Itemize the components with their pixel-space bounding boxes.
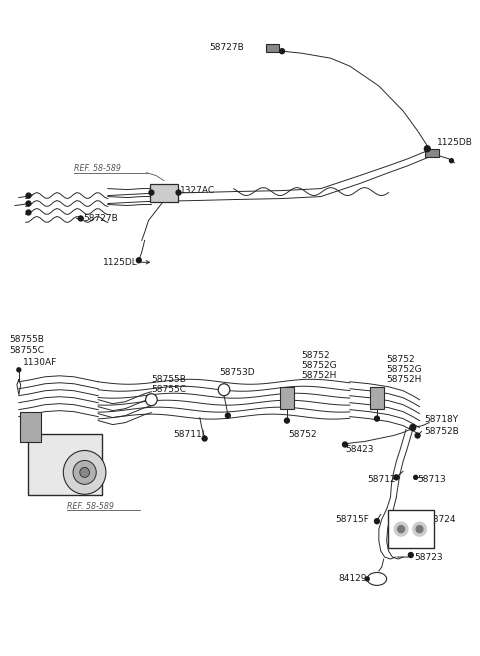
- Circle shape: [26, 201, 31, 206]
- Bar: [425, 149, 439, 157]
- Text: 1125DB: 1125DB: [437, 138, 473, 148]
- Bar: [387, 510, 434, 548]
- Circle shape: [394, 475, 399, 480]
- Text: 1130AF: 1130AF: [23, 358, 57, 367]
- Bar: [370, 387, 384, 409]
- Circle shape: [343, 442, 348, 447]
- Circle shape: [78, 216, 83, 221]
- Circle shape: [424, 146, 430, 152]
- Circle shape: [410, 424, 416, 430]
- Circle shape: [17, 368, 21, 372]
- Text: 58752B: 58752B: [424, 427, 459, 436]
- Text: 58755C: 58755C: [151, 385, 186, 394]
- Text: 58752: 58752: [386, 356, 415, 364]
- Text: 58713: 58713: [418, 475, 446, 484]
- Circle shape: [218, 384, 230, 396]
- Text: 58752: 58752: [288, 430, 316, 439]
- Circle shape: [414, 476, 418, 480]
- Text: 58727B: 58727B: [209, 43, 244, 52]
- Text: 58727B: 58727B: [84, 214, 119, 223]
- Text: 58753D: 58753D: [219, 368, 255, 377]
- Circle shape: [280, 49, 285, 54]
- Circle shape: [395, 522, 408, 536]
- Circle shape: [226, 413, 230, 418]
- Circle shape: [26, 210, 31, 215]
- Circle shape: [73, 461, 96, 484]
- Text: 58752G: 58752G: [386, 365, 422, 375]
- Circle shape: [416, 525, 423, 533]
- Circle shape: [374, 519, 379, 523]
- Text: 58718Y: 58718Y: [424, 415, 458, 424]
- Text: 58752: 58752: [301, 352, 330, 360]
- Circle shape: [413, 522, 426, 536]
- Text: 58755B: 58755B: [9, 335, 44, 344]
- Text: 58715F: 58715F: [336, 515, 369, 523]
- Circle shape: [374, 416, 379, 421]
- Bar: [265, 44, 279, 52]
- Circle shape: [450, 159, 454, 163]
- Ellipse shape: [367, 573, 386, 585]
- Circle shape: [80, 468, 89, 478]
- Text: 1125DL: 1125DL: [103, 258, 138, 267]
- Circle shape: [365, 577, 369, 581]
- Circle shape: [26, 193, 31, 198]
- Text: 58724: 58724: [427, 515, 456, 523]
- Bar: [20, 412, 41, 441]
- Circle shape: [149, 190, 154, 195]
- Bar: [150, 184, 178, 201]
- Text: 58723: 58723: [415, 552, 444, 562]
- Text: REF. 58-589: REF. 58-589: [74, 164, 121, 173]
- Circle shape: [145, 394, 157, 405]
- Text: 58752G: 58752G: [301, 361, 337, 371]
- Circle shape: [63, 451, 106, 494]
- Bar: [28, 434, 102, 495]
- Text: 58752H: 58752H: [386, 375, 422, 384]
- Text: 84129: 84129: [338, 575, 367, 583]
- Text: 58752H: 58752H: [301, 371, 337, 380]
- Text: 58711J: 58711J: [174, 430, 205, 439]
- Text: 58423: 58423: [345, 445, 373, 454]
- Circle shape: [285, 418, 289, 423]
- Text: 58755B: 58755B: [151, 375, 186, 384]
- Text: 58712: 58712: [367, 475, 396, 484]
- Circle shape: [415, 433, 420, 438]
- Bar: [280, 387, 294, 409]
- Text: 1327AC: 1327AC: [180, 186, 216, 195]
- Circle shape: [176, 190, 181, 195]
- Circle shape: [398, 525, 405, 533]
- Circle shape: [136, 258, 141, 263]
- Text: REF. 58-589: REF. 58-589: [67, 502, 114, 511]
- Circle shape: [408, 552, 413, 558]
- Text: 58755C: 58755C: [9, 346, 44, 356]
- Circle shape: [202, 436, 207, 441]
